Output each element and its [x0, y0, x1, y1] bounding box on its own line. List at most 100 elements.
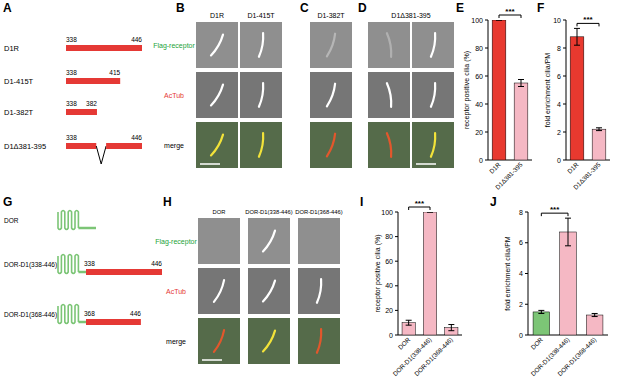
seven-tm — [58, 305, 78, 324]
y-tick-label: 4 — [557, 101, 561, 108]
cilium — [431, 33, 435, 57]
significance-label: *** — [550, 205, 560, 214]
panel-letter: C — [300, 1, 309, 15]
seven-tm — [58, 255, 78, 274]
error-cap — [406, 325, 412, 326]
significance-label: *** — [415, 199, 425, 208]
error-bar — [448, 325, 454, 331]
construct-bar — [106, 143, 142, 149]
error-cap — [518, 79, 524, 80]
error-cap — [596, 127, 602, 128]
error-stem — [577, 28, 578, 45]
panel-letter: I — [360, 195, 363, 209]
panel-letter: H — [163, 195, 172, 209]
c-tail — [78, 227, 96, 230]
column-header: D1-382T — [317, 12, 345, 19]
y-tick-label: 2 — [557, 129, 561, 136]
significance-label: *** — [583, 15, 593, 24]
residue-label: 446 — [130, 310, 141, 317]
y-tick-label: 0 — [557, 157, 561, 164]
y-tick — [563, 20, 566, 21]
y-axis — [566, 20, 567, 160]
cilium — [263, 231, 275, 252]
cilium — [214, 280, 224, 302]
y-tick-label: 60 — [475, 73, 483, 80]
y-tick-label: 80 — [385, 233, 393, 240]
construct-name: D1Δ381-395 — [4, 142, 46, 151]
cilium — [211, 35, 223, 56]
cilium — [211, 135, 223, 156]
micrograph — [298, 268, 340, 314]
micrograph — [196, 72, 238, 118]
error-bar — [538, 310, 544, 313]
micrograph — [412, 22, 454, 68]
micrograph — [298, 318, 340, 364]
error-cap — [574, 28, 580, 29]
cilium — [317, 329, 321, 353]
y-tick — [563, 76, 566, 77]
panel-letter: A — [3, 1, 12, 15]
cilium — [263, 331, 275, 352]
bars — [533, 218, 603, 335]
scale-bar — [202, 359, 222, 361]
micrograph — [198, 318, 240, 364]
micrograph — [310, 122, 352, 168]
error-cap — [448, 324, 454, 325]
y-tick — [563, 160, 566, 161]
bars — [492, 20, 528, 160]
micrograph — [198, 268, 240, 314]
construct-bar — [66, 109, 97, 115]
bar — [514, 83, 528, 160]
micrograph — [412, 72, 454, 118]
error-bar — [427, 212, 433, 213]
y-tick-label: 40 — [385, 282, 393, 289]
y-tick-label: 0 — [479, 157, 483, 164]
y-tick-label: 40 — [475, 101, 483, 108]
y-tick — [485, 20, 488, 21]
y-tick — [563, 132, 566, 133]
construct-bar — [86, 319, 141, 325]
row-label: AcTub — [164, 92, 184, 99]
cilium — [259, 33, 263, 57]
construct-bar — [66, 143, 96, 149]
construct-name: D1-415T — [4, 77, 34, 86]
error-cap — [565, 218, 571, 219]
y-tick-label: 10 — [553, 17, 561, 24]
cilium — [211, 85, 223, 106]
cilium — [263, 281, 275, 302]
residue-label: 446 — [131, 36, 142, 43]
bar — [423, 212, 436, 335]
row-label: Flag-receptor — [155, 238, 197, 246]
y-tick — [525, 212, 528, 213]
x-tick-label: D1R — [488, 160, 502, 174]
seven-tm — [58, 211, 78, 230]
cilium — [327, 34, 335, 57]
x-tick-label: DOR-D1(368-446) — [413, 336, 455, 378]
row-label: merge — [166, 338, 186, 346]
micrograph — [198, 218, 240, 264]
error-cap — [538, 310, 544, 311]
row-label: Flag-receptor — [153, 42, 195, 50]
y-tick-label: 8 — [557, 45, 561, 52]
y-tick — [525, 242, 528, 243]
x-tick-label: DOR — [397, 335, 412, 350]
y-tick — [485, 104, 488, 105]
row-label: merge — [164, 142, 184, 150]
construct-name: D1R — [4, 44, 20, 53]
chart: 020406080100receptor positive cilia (%)D… — [463, 7, 532, 191]
construct-bar — [66, 45, 142, 51]
error-stem — [408, 320, 409, 325]
x-tick-label: DOR-D1(368-446) — [556, 336, 598, 378]
cilium — [327, 84, 335, 107]
cilium — [387, 133, 391, 157]
panel-letter: E — [456, 1, 464, 15]
error-cap — [596, 130, 602, 131]
y-tick-label: 20 — [475, 129, 483, 136]
x-tick-label: D1Δ381-395 — [572, 160, 602, 190]
panel-letter: B — [176, 1, 185, 15]
y-tick-label: 0 — [389, 332, 393, 339]
error-bar — [596, 128, 602, 131]
scale-bar — [416, 163, 436, 165]
y-tick-label: 0 — [519, 332, 523, 339]
y-axis-label: fold enrichment cilia/PM — [544, 53, 551, 127]
